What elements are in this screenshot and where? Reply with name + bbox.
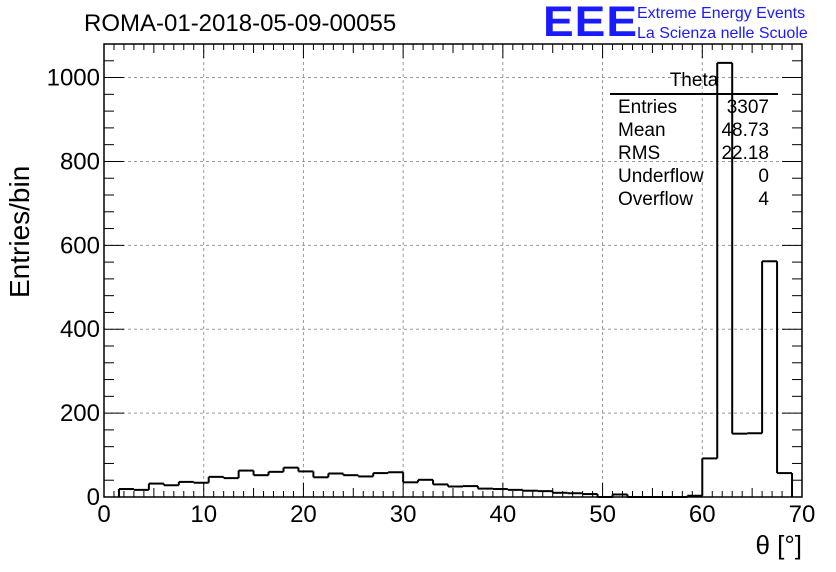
x-tick-label: 20 xyxy=(290,501,317,528)
stats-value: 48.73 xyxy=(721,120,769,141)
x-tick-label: 30 xyxy=(390,501,417,528)
y-axis-label: Entries/bin xyxy=(4,165,35,298)
y-tick-label: 200 xyxy=(60,400,100,427)
logo-line-2: La Scienza nelle Scuole xyxy=(637,25,808,42)
y-tick-label: 0 xyxy=(87,484,100,511)
x-tick-label: 0 xyxy=(97,501,110,528)
stats-label: Overflow xyxy=(618,189,693,210)
stats-row-entries: Entries 3307 xyxy=(610,96,778,119)
histogram-title: ROMA-01-2018-05-09-00055 xyxy=(84,10,397,37)
x-tick-label: 70 xyxy=(789,501,816,528)
stats-label: Entries xyxy=(618,97,678,118)
stats-label: Mean xyxy=(618,120,666,141)
y-tick-label: 600 xyxy=(60,232,100,259)
x-tick-label: 50 xyxy=(589,501,616,528)
stats-box-title: Theta xyxy=(610,70,778,95)
eee-logo-text: Extreme Energy Events La Scienza nelle S… xyxy=(637,4,808,44)
stats-value: 0 xyxy=(758,166,769,187)
y-tick-label: 400 xyxy=(60,316,100,343)
stats-label: RMS xyxy=(618,143,661,164)
y-tick-label: 800 xyxy=(60,148,100,175)
stats-label: Underflow xyxy=(618,166,704,187)
stats-value: 22.18 xyxy=(721,143,769,164)
stats-value: 4 xyxy=(758,189,769,210)
x-axis-label: θ [°] xyxy=(755,530,802,560)
stats-row-underflow: Underflow 0 xyxy=(610,165,778,188)
eee-logo: EEE xyxy=(543,0,639,46)
stats-value: 3307 xyxy=(726,97,769,118)
x-tick-label: 40 xyxy=(490,501,517,528)
stats-row-mean: Mean 48.73 xyxy=(610,119,778,142)
stats-row-overflow: Overflow 4 xyxy=(610,188,778,211)
y-tick-label: 1000 xyxy=(47,65,100,92)
x-tick-label: 10 xyxy=(190,501,217,528)
x-tick-label: 60 xyxy=(689,501,716,528)
logo-line-1: Extreme Energy Events xyxy=(637,5,806,22)
stats-row-rms: RMS 22.18 xyxy=(610,142,778,165)
stats-box: Theta Entries 3307 Mean 48.73 RMS 22.18 … xyxy=(610,70,778,211)
